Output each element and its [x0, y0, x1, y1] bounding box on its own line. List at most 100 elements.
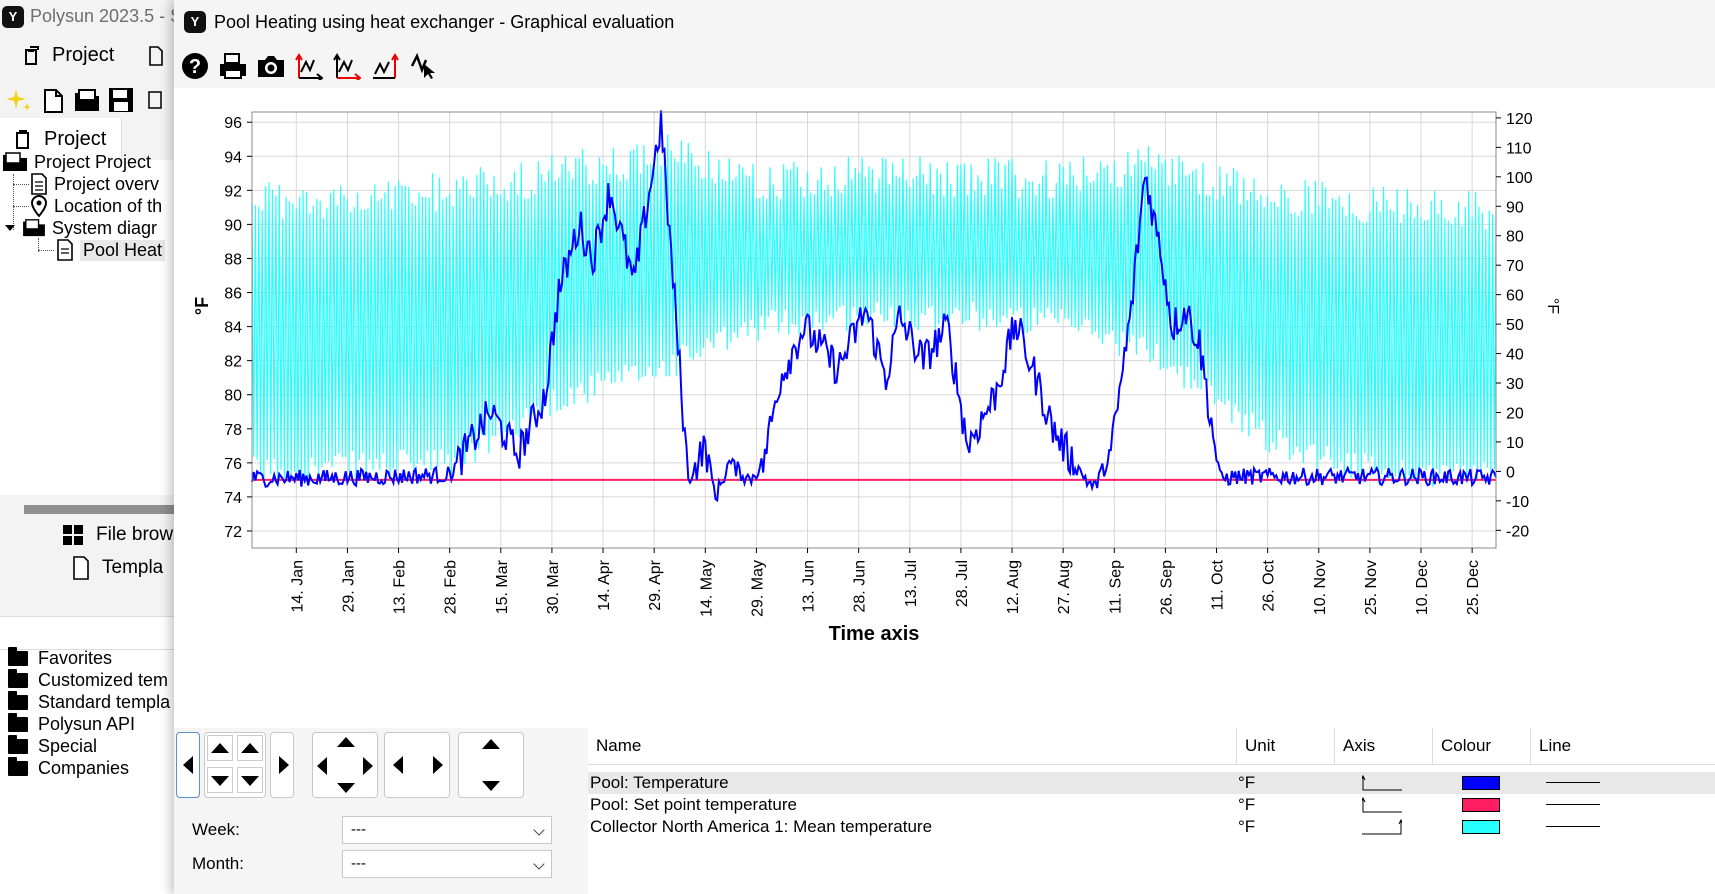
chevron-down-icon — [533, 824, 545, 836]
pool-temperature-line — [251, 110, 1497, 503]
save-project-button[interactable] — [106, 85, 136, 115]
tree-item-label: Pool Heat — [80, 239, 166, 261]
series-row-pool-temperature[interactable]: Pool: Temperature °F — [588, 772, 1715, 794]
menu-project[interactable]: Project — [24, 44, 164, 67]
folder-icon — [8, 691, 28, 710]
arrow-up-icon — [241, 743, 259, 753]
arrow-down-icon — [337, 783, 355, 793]
series-name: Pool: Temperature — [590, 773, 729, 792]
tab-project[interactable]: Project — [0, 118, 122, 160]
help-button[interactable]: ? — [180, 51, 210, 81]
column-header-colour[interactable]: Colour — [1432, 728, 1530, 764]
series-colour-swatch[interactable] — [1462, 798, 1500, 812]
series-line-style[interactable] — [1546, 782, 1600, 783]
folder-icon — [8, 669, 28, 688]
series-row-collector-temperature[interactable]: Collector North America 1: Mean temperat… — [588, 816, 1715, 838]
folder-polysun-api[interactable]: Polysun API — [8, 713, 136, 735]
new-project-button[interactable] — [38, 85, 68, 115]
horizontal-scrollbar[interactable] — [24, 505, 180, 514]
x-tick-label: 26. Oct — [1261, 559, 1278, 611]
arrow-down-icon — [211, 776, 229, 786]
series-row-set-point[interactable]: Pool: Set point temperature °F — [588, 794, 1715, 816]
folder-icon — [8, 713, 28, 732]
new-file-icon — [44, 89, 63, 113]
templates-button[interactable]: Templa — [72, 556, 163, 580]
tree-item-overview[interactable]: Project overv — [30, 172, 159, 196]
tree-item-pool-heating[interactable]: Pool Heat — [56, 238, 166, 262]
series-table-header: Name Unit Axis Colour Line — [588, 728, 1715, 765]
folder-customized-templates[interactable]: Customized tem — [8, 669, 168, 691]
left-axis-up-button[interactable] — [207, 735, 233, 761]
folder-standard-templates[interactable]: Standard templa — [8, 691, 170, 713]
tree-item-label: Project Project — [34, 151, 152, 172]
zoom-vertical-group — [204, 732, 266, 798]
screenshot-button[interactable] — [256, 51, 286, 81]
cursor-tool-button[interactable] — [408, 51, 438, 81]
template-folder-list: Favorites Customized tem Standard templa… — [0, 647, 180, 894]
tree-item-system-diagram[interactable]: System diagr — [4, 216, 157, 240]
folder-icon — [8, 735, 28, 754]
week-select[interactable]: --- — [342, 816, 552, 844]
scroll-right-button[interactable] — [270, 732, 294, 798]
y-left-tick-label: 84 — [224, 320, 242, 337]
folder-label: Polysun API — [38, 714, 136, 734]
x-tick-label: 25. Dec — [1465, 560, 1482, 615]
series-line-style[interactable] — [1546, 826, 1600, 827]
chevron-down-icon — [533, 858, 545, 870]
file-browser-button[interactable]: File brow — [62, 524, 173, 546]
x-tick-label: 30. Mar — [545, 559, 562, 614]
collector-temperature-line — [251, 134, 1497, 488]
right-axis-icon — [1362, 819, 1402, 835]
template-search-field[interactable] — [0, 616, 180, 650]
folder-favorites[interactable]: Favorites — [8, 647, 112, 669]
y-right-tick-label: 110 — [1506, 140, 1532, 157]
y-left-tick-label: 74 — [224, 490, 242, 507]
main-window-title: Polysun 2023.5 - S — [30, 6, 183, 26]
column-header-name[interactable]: Name — [596, 736, 642, 755]
right-axis-up-button[interactable] — [237, 735, 263, 761]
file-browser-label: File brow — [96, 524, 174, 545]
arrow-down-icon — [241, 776, 259, 786]
right-axis-scale-button[interactable] — [370, 51, 400, 81]
column-header-line[interactable]: Line — [1530, 728, 1715, 764]
x-tick-label: 27. Aug — [1056, 560, 1073, 614]
wizard-button[interactable] — [4, 85, 34, 115]
right-axis-down-button[interactable] — [237, 767, 263, 793]
pan-button[interactable] — [312, 732, 378, 798]
tree-item-project[interactable]: Project Project — [2, 150, 151, 174]
open-project-button[interactable] — [72, 85, 102, 115]
svg-text:?: ? — [189, 56, 201, 78]
scroll-left-button[interactable] — [176, 732, 200, 798]
x-tick-label: 29. Apr — [647, 559, 664, 610]
right-axis-scale-icon — [373, 53, 399, 79]
x-tick-label: 29. May — [749, 560, 766, 617]
folder-label: Companies — [38, 758, 130, 778]
series-colour-swatch[interactable] — [1462, 776, 1500, 790]
folder-companies[interactable]: Companies — [8, 757, 130, 779]
bottom-axis-scale-button[interactable] — [332, 51, 362, 81]
month-select[interactable]: --- — [342, 850, 552, 878]
print-button[interactable] — [218, 51, 248, 81]
series-colour-swatch[interactable] — [1462, 820, 1500, 834]
more-tools-button[interactable] — [140, 85, 170, 115]
x-tick-label: 11. Sep — [1107, 560, 1124, 614]
tree-item-location[interactable]: Location of th — [30, 194, 162, 218]
y-left-axis-title: °F — [192, 297, 212, 315]
column-header-axis[interactable]: Axis — [1334, 728, 1432, 764]
left-axis-down-button[interactable] — [207, 767, 233, 793]
series-line-style[interactable] — [1546, 804, 1600, 805]
column-header-unit[interactable]: Unit — [1236, 728, 1334, 764]
tree-item-label: System diagr — [52, 217, 158, 238]
left-axis-scale-button[interactable] — [294, 51, 324, 81]
polysun-logo-icon: Y — [184, 11, 206, 33]
zoom-vertical-button[interactable] — [458, 732, 524, 798]
tree-item-label: Location of th — [54, 195, 163, 216]
x-tick-label: 12. Aug — [1005, 560, 1022, 614]
zoom-horizontal-button[interactable] — [384, 732, 450, 798]
help-icon: ? — [182, 53, 208, 79]
x-tick-label: 13. Jun — [801, 560, 818, 612]
folder-special[interactable]: Special — [8, 735, 97, 757]
series-name: Pool: Set point temperature — [590, 795, 797, 814]
project-icon — [16, 130, 29, 149]
dialog-title: Pool Heating using heat exchanger - Grap… — [214, 12, 675, 32]
